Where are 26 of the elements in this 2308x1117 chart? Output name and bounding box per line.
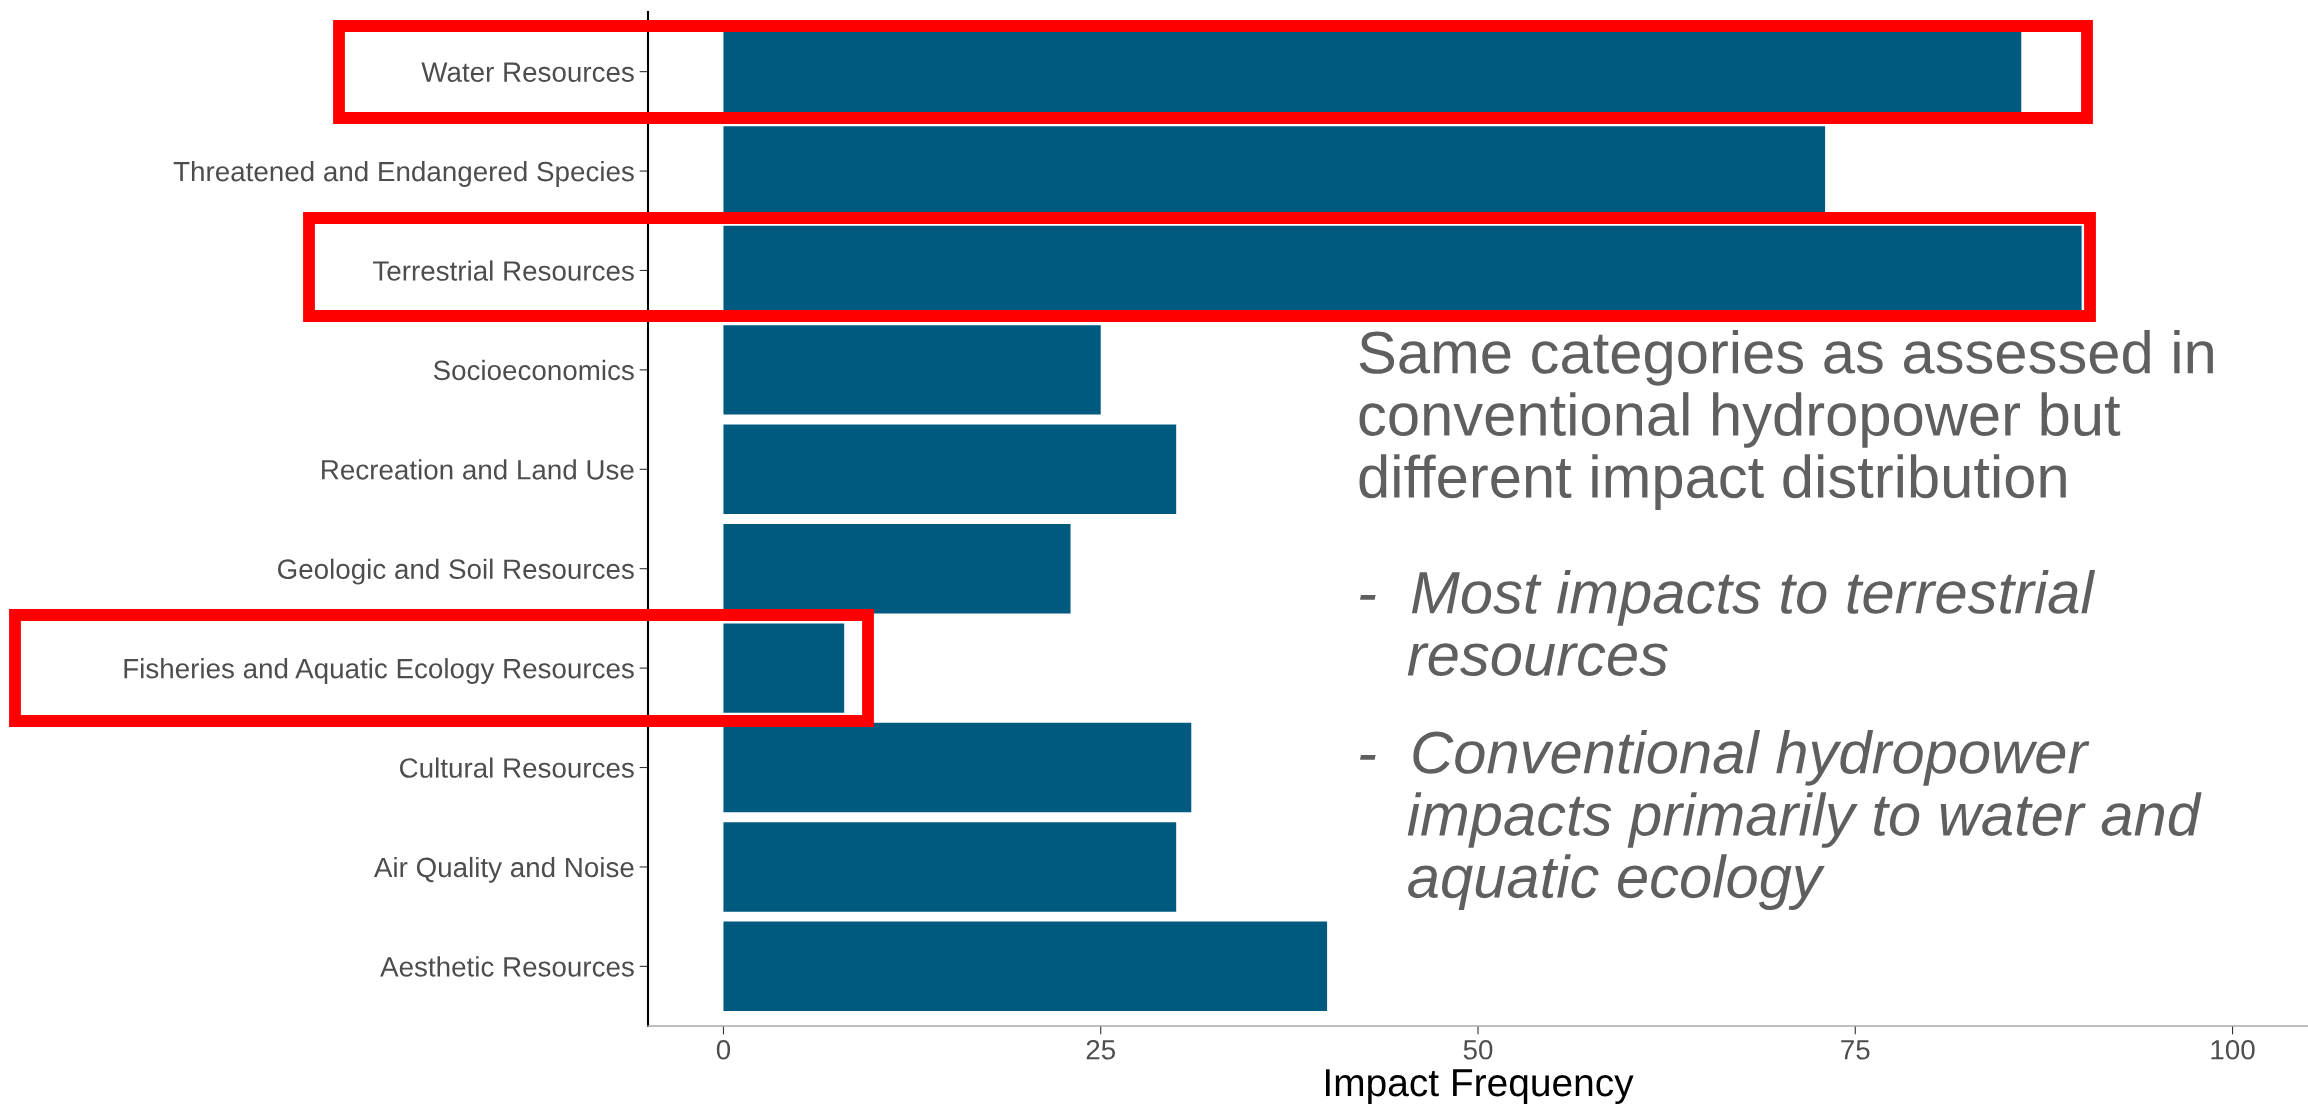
- annotation: - Most impacts to terrestrial resources: [1360, 570, 2096, 677]
- x-axis-title: Impact Frequency: [1325, 1069, 1634, 1105]
- bar: [723, 424, 1177, 515]
- bar: [723, 722, 1192, 813]
- bar: [723, 921, 1328, 1012]
- x-tick-label: 25: [1086, 1039, 1116, 1060]
- y-tick-label: Aesthetic Resources: [380, 956, 634, 977]
- bar: [723, 623, 845, 713]
- x-tick-label: 50: [1463, 1039, 1493, 1060]
- y-tick-label: Air Quality and Noise: [373, 856, 634, 883]
- x-tick-label: 75: [1841, 1040, 1870, 1060]
- x-tick-label: 100: [2211, 1039, 2255, 1060]
- annotation: - Conventional hydropower impacts primarily to water and aquatic ecology: [1360, 730, 2202, 910]
- bar: [723, 325, 1101, 415]
- y-tick-label: Terrestrial Resources: [373, 260, 634, 281]
- bar: [723, 822, 1177, 912]
- y-tick-label: Water Resources: [421, 62, 634, 82]
- bar: [723, 523, 1071, 614]
- y-tick-label: Recreation and Land Use: [322, 459, 634, 480]
- y-tick-label: Threatened and Endangered Species: [173, 160, 634, 187]
- annotation: Same categories as assessed in conventional hydropower but different impact distribution: [1359, 330, 2213, 510]
- y-tick-label: Cultural Resources: [400, 757, 634, 778]
- y-tick-label: Socioeconomics: [433, 359, 634, 381]
- y-tick-label: Fisheries and Aquatic Ecology Resources: [124, 658, 634, 684]
- x-tick-label: 0: [716, 1039, 731, 1060]
- y-tick-label: Geologic and Soil Resources: [278, 558, 634, 585]
